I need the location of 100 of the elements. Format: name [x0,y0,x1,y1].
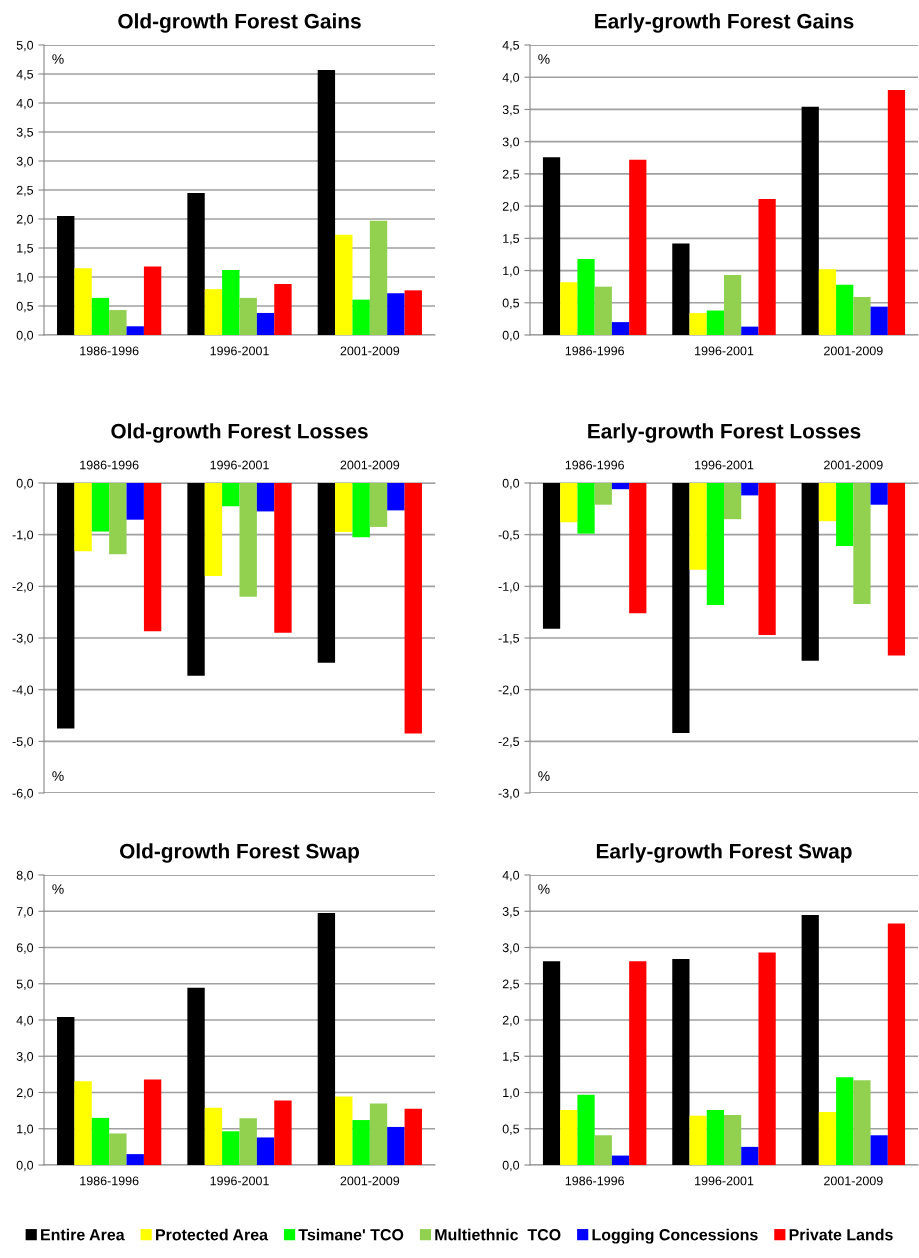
y-tick-label: 2,5 [502,169,520,181]
bar [404,1108,422,1165]
bar [594,286,612,335]
y-tick-label: -3,0 [498,788,520,800]
y-tick-label: -2,5 [498,737,520,748]
bar [126,1154,144,1165]
bar [836,284,854,335]
bar [629,159,647,335]
legend-label: Private Lands [789,1228,893,1241]
y-tick-label: 0,0 [16,1160,34,1172]
bar [887,923,906,1165]
bar [109,1133,127,1165]
y-tick-label: 3,5 [502,907,520,918]
x-tick-label: 1986-1996 [80,1176,139,1186]
y-tick-label: 4,5 [502,40,520,52]
legend-label: Entire Area [41,1228,125,1241]
bar [706,1109,724,1165]
x-tick-label: 1996-2001 [695,460,754,470]
bar [239,1118,257,1165]
bar [204,1107,223,1165]
bar [560,1109,578,1165]
x-tick-label: 2001-2009 [340,1176,400,1186]
y-tick-label: 4,0 [16,1015,34,1027]
y-tick-label: 2,0 [16,214,34,226]
y-tick-label: -1,5 [498,633,520,645]
y-tick-label: 3,0 [502,943,520,954]
bar [143,1079,162,1165]
bar [801,106,819,335]
y-tick-label: 2,5 [16,185,34,197]
y-tick-label: 0,0 [502,330,520,342]
bar [317,913,336,1165]
y-tick-label: 1,5 [503,234,520,245]
bar [836,1077,854,1165]
annotation: % [538,54,550,64]
y-tick-label: 3,0 [502,137,520,148]
y-tick-label: 0,0 [16,478,34,490]
y-tick-label: 0,5 [16,301,34,313]
bar [577,1094,595,1165]
x-tick-label: 2001-2009 [340,460,400,470]
bar [317,69,336,335]
y-tick-label: 3,5 [16,127,34,139]
bar [818,269,837,335]
legend-label: Logging Concessions [592,1228,758,1244]
bar [109,310,127,335]
bar [256,1137,275,1165]
bar [689,313,707,335]
bar [577,258,595,335]
bar [274,1100,292,1165]
x-tick-label: 1996-2001 [695,1176,754,1186]
y-tick-label: 4,0 [502,870,520,882]
y-tick-label: -6,0 [12,788,34,800]
y-tick-label: 4,5 [16,69,34,81]
y-tick-label: 1,0 [503,266,520,277]
bar [611,322,630,335]
bar [352,299,370,335]
bar [256,312,275,335]
bar [724,1114,742,1165]
bar [870,306,888,335]
x-tick-label: 2001-2009 [824,1176,883,1186]
bar [689,1115,707,1165]
y-tick-label: 0,5 [502,298,520,309]
bar [818,1112,837,1165]
bar [91,297,110,335]
y-tick-label: -1,0 [12,530,34,541]
y-tick-label: -3,0 [12,633,34,645]
y-tick-label: 4,0 [16,98,34,110]
y-tick-label: 2,0 [502,201,520,213]
x-tick-label: 1996-2001 [210,346,269,356]
x-tick-label: 1986-1996 [565,460,625,470]
bar [629,961,647,1165]
bar [204,289,223,335]
legend-label: Tsimane' TCO [298,1228,404,1241]
bar [758,952,776,1165]
bar [870,1135,888,1165]
x-tick-label: 1996-2001 [210,1176,269,1186]
bar [126,326,144,335]
bar [74,268,92,335]
bar [57,1017,75,1165]
y-tick-label: 2,0 [502,1015,520,1027]
y-tick-label: 0,0 [502,478,520,490]
annotation: % [538,771,550,781]
y-tick-label: 4,0 [502,73,520,84]
y-tick-label: -1,0 [498,582,520,593]
y-tick-label: 1,5 [503,1052,520,1063]
bar [387,1126,405,1165]
bar [239,297,257,335]
bar [187,987,205,1165]
y-tick-label: 8,0 [16,870,34,882]
x-tick-label: 1986-1996 [565,1176,625,1186]
bar [369,1103,388,1165]
y-tick-label: -2,0 [12,582,34,593]
bar [335,234,353,335]
bar [222,1131,240,1165]
x-tick-label: 1986-1996 [565,346,625,356]
y-tick-label: 6,0 [16,943,34,954]
x-tick-label: 2001-2009 [824,460,883,470]
x-tick-label: 2001-2009 [824,346,883,356]
bar [387,293,405,335]
y-tick-label: 3,0 [16,156,34,168]
y-tick-label: 2,5 [502,979,520,990]
